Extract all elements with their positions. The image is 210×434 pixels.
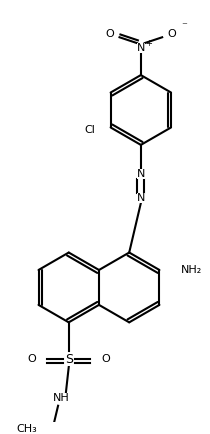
Text: N: N bbox=[137, 193, 145, 203]
Text: S: S bbox=[65, 353, 73, 366]
Text: O: O bbox=[105, 30, 114, 39]
Text: NH: NH bbox=[53, 393, 69, 403]
Text: N: N bbox=[137, 169, 145, 179]
Text: CH₃: CH₃ bbox=[16, 424, 37, 434]
Text: NH₂: NH₂ bbox=[181, 265, 202, 275]
Text: O: O bbox=[28, 354, 36, 364]
Text: O: O bbox=[168, 30, 176, 39]
Text: +: + bbox=[145, 39, 152, 48]
Text: Cl: Cl bbox=[84, 125, 95, 135]
Text: N: N bbox=[137, 43, 145, 53]
Text: ⁻: ⁻ bbox=[182, 22, 188, 32]
Text: O: O bbox=[101, 354, 110, 364]
